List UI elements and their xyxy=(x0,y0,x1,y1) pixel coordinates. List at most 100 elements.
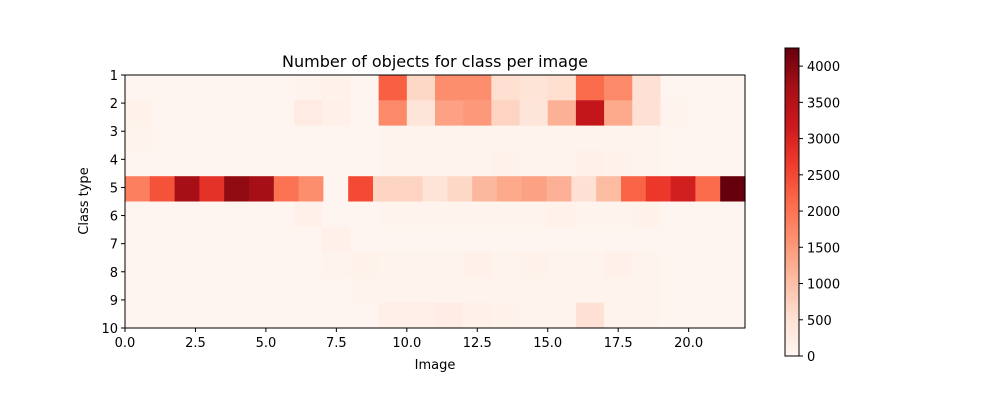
heatmap-cell xyxy=(406,100,436,127)
heatmap-cell xyxy=(350,302,380,329)
heatmap-cell xyxy=(519,100,549,127)
heatmap-cell xyxy=(491,125,521,152)
heatmap-cell xyxy=(604,252,633,278)
heatmap-cell xyxy=(571,176,597,203)
heatmap-cell xyxy=(463,201,492,228)
heatmap-cell xyxy=(716,226,746,253)
heatmap-cell xyxy=(463,125,492,152)
heatmap-cell xyxy=(209,201,239,228)
heatmap-cell xyxy=(632,75,662,101)
heatmap-cell xyxy=(435,226,464,253)
heatmap-cell xyxy=(125,252,154,278)
heatmap-cell xyxy=(294,201,323,228)
heatmap-cell xyxy=(237,302,267,329)
colorbar-tick-label: 2000 xyxy=(807,205,840,220)
heatmap-cell xyxy=(604,277,633,304)
heatmap-cell xyxy=(237,125,267,152)
y-tick-label: 6 xyxy=(110,210,118,225)
heatmap-cell xyxy=(422,176,448,203)
y-tick-label: 9 xyxy=(110,294,118,309)
x-axis-label: Image xyxy=(415,358,456,373)
heatmap-cell xyxy=(265,75,295,101)
heatmap-cell xyxy=(716,277,746,304)
heatmap-cell xyxy=(237,100,267,127)
heatmap-cell xyxy=(519,201,549,228)
heatmap-cell xyxy=(660,277,690,304)
heatmap-cell xyxy=(125,226,154,253)
heatmap-cell xyxy=(350,201,380,228)
heatmap-cell xyxy=(604,75,633,101)
x-axis-ticks: 0.0 2.5 5.0 7.5 10.0 12.5 15.0 17.5 20.0 xyxy=(115,328,703,351)
heatmap-cell xyxy=(378,201,408,228)
plot-frame xyxy=(124,74,746,329)
x-tick-label: 12.5 xyxy=(463,336,492,351)
heatmap-cell xyxy=(237,252,267,278)
heatmap-cell xyxy=(575,252,605,278)
heatmap-cell xyxy=(153,302,182,329)
heatmap-cell xyxy=(397,176,424,203)
heatmap-cell xyxy=(435,302,464,329)
heatmap-cell xyxy=(322,226,352,253)
heatmap-cell xyxy=(209,75,239,101)
heatmap-cell xyxy=(547,226,577,253)
heatmap-cell xyxy=(249,176,275,203)
heatmap-cell xyxy=(125,150,154,177)
heatmap-cell xyxy=(209,277,239,304)
heatmap-cell xyxy=(406,201,436,228)
heatmap-cell xyxy=(125,201,154,228)
heatmap-cell xyxy=(720,176,746,203)
x-tick-label: 7.5 xyxy=(326,336,347,351)
heatmap-cell xyxy=(435,150,464,177)
heatmap-cell xyxy=(181,252,211,278)
heatmap-cell xyxy=(174,176,200,203)
heatmap-cell xyxy=(406,252,436,278)
colorbar-tick-label: 2500 xyxy=(807,169,840,184)
heatmap-cell xyxy=(378,125,408,152)
heatmap-cell xyxy=(491,100,521,127)
heatmap-cell xyxy=(547,75,577,101)
heatmap-cell xyxy=(547,150,577,177)
heatmap-cell xyxy=(547,302,577,329)
heatmap-cell xyxy=(604,150,633,177)
heatmap-cell xyxy=(350,150,380,177)
x-tick-label: 5.0 xyxy=(256,336,277,351)
heatmap-cell xyxy=(491,302,521,329)
heatmap-cell xyxy=(373,176,399,203)
heatmap-cell xyxy=(491,201,521,228)
heatmap-cell xyxy=(265,150,295,177)
heatmap-cell xyxy=(181,125,211,152)
heatmap-cell xyxy=(463,302,492,329)
heatmap-cell xyxy=(125,100,154,127)
y-tick-label: 10 xyxy=(101,322,118,337)
heatmap-cell xyxy=(435,252,464,278)
heatmap-cell xyxy=(153,75,182,101)
heatmap-cell xyxy=(519,277,549,304)
y-tick-label: 5 xyxy=(110,181,118,196)
heatmap-cell xyxy=(688,75,718,101)
heatmap-cell xyxy=(519,150,549,177)
heatmap-cell xyxy=(660,201,690,228)
heatmap-cells xyxy=(125,75,746,329)
heatmap-cell xyxy=(519,75,549,101)
colorbar xyxy=(784,47,800,357)
heatmap-cell xyxy=(406,277,436,304)
heatmap-cell xyxy=(596,176,622,203)
heatmap-cell xyxy=(181,277,211,304)
heatmap-cell xyxy=(322,125,352,152)
heatmap-cell xyxy=(660,302,690,329)
heatmap-cell xyxy=(265,226,295,253)
heatmap-cell xyxy=(632,226,662,253)
heatmap-cell xyxy=(463,277,492,304)
heatmap-cell xyxy=(153,100,182,127)
heatmap-cell xyxy=(153,226,182,253)
heatmap-cell xyxy=(688,201,718,228)
heatmap-cell xyxy=(716,252,746,278)
heatmap-cell xyxy=(632,150,662,177)
heatmap-cell xyxy=(463,75,492,101)
heatmap-cell xyxy=(575,226,605,253)
heatmap-cell xyxy=(660,125,690,152)
y-tick-label: 8 xyxy=(110,266,118,281)
heatmap-cell xyxy=(294,150,323,177)
heatmap-cell xyxy=(519,226,549,253)
